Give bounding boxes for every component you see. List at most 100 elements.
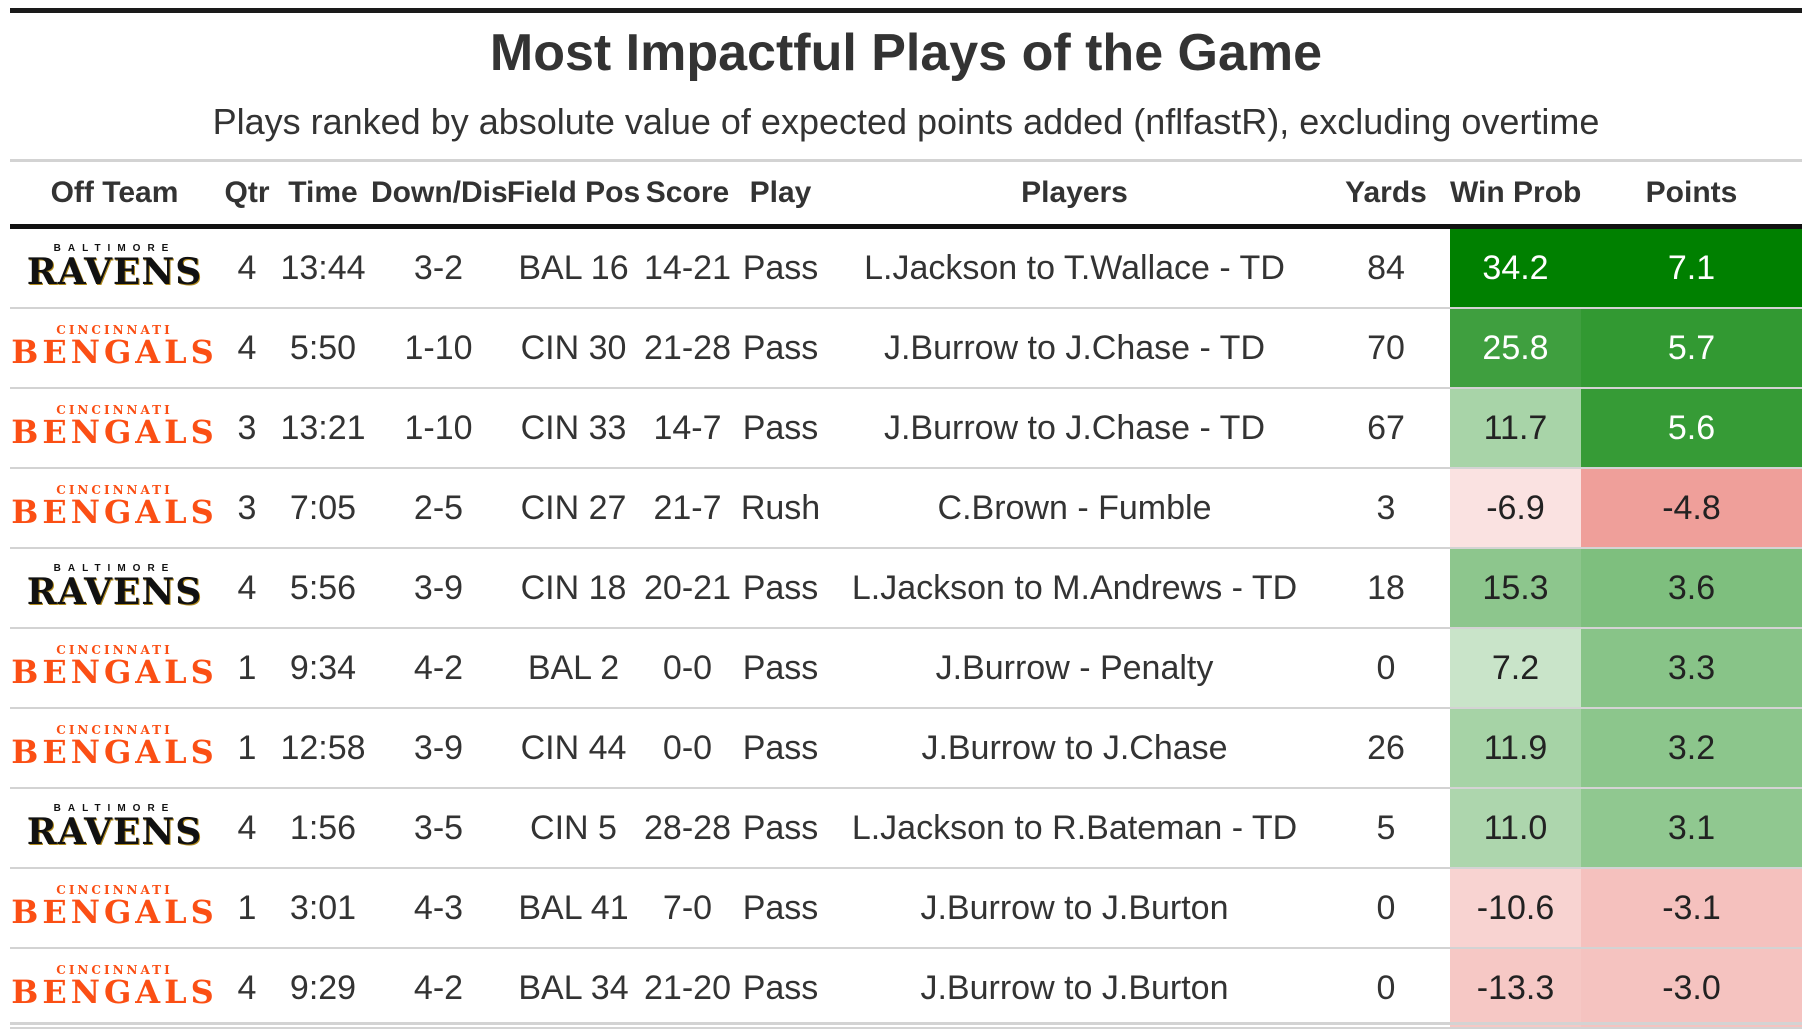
yards-cell: 0 bbox=[1322, 628, 1450, 709]
team-logo-cell: BALTIMORE RAVENS bbox=[10, 548, 219, 629]
down-dis-cell: 4-2 bbox=[371, 628, 506, 709]
bengals-logo: CINCINNATI BENGALS bbox=[11, 324, 217, 368]
players-cell: J.Burrow to J.Chase - TD bbox=[827, 388, 1322, 469]
table-row: BALTIMORE RAVENS 4 1:56 3-5 CIN 5 28-28 Pass L.J… bbox=[10, 788, 1802, 869]
play-type-cell: Pass bbox=[734, 948, 827, 1029]
yards-cell: 67 bbox=[1322, 388, 1450, 469]
play-type-cell: Rush bbox=[734, 468, 827, 549]
win-prob-cell: -13.3 bbox=[1450, 948, 1581, 1029]
team-logo-name: RAVENS bbox=[26, 250, 203, 293]
time-cell: 13:21 bbox=[275, 388, 371, 469]
col-header-field-pos: Field Pos bbox=[506, 162, 641, 229]
down-dis-cell: 3-5 bbox=[371, 788, 506, 869]
qtr-cell: 4 bbox=[219, 788, 275, 869]
score-cell: 14-21 bbox=[641, 226, 734, 309]
team-logo-cell: CINCINNATI BENGALS bbox=[10, 948, 219, 1029]
field-pos-cell: BAL 2 bbox=[506, 628, 641, 709]
play-type-cell: Pass bbox=[734, 548, 827, 629]
team-logo-cell: CINCINNATI BENGALS bbox=[10, 708, 219, 789]
chart-subtitle: Plays ranked by absolute value of expect… bbox=[212, 101, 1600, 142]
table-row: CINCINNATI BENGALS 3 7:05 2-5 CIN 27 21-7 Rush C… bbox=[10, 468, 1802, 549]
down-dis-cell: 3-2 bbox=[371, 226, 506, 309]
play-type-cell: Pass bbox=[734, 868, 827, 949]
team-logo-city: CINCINNATI bbox=[56, 643, 173, 657]
col-header-time: Time bbox=[275, 162, 371, 229]
table-row: CINCINNATI BENGALS 4 5:50 1-10 CIN 30 21-28 Pas… bbox=[10, 308, 1802, 389]
qtr-cell: 1 bbox=[219, 628, 275, 709]
score-cell: 21-28 bbox=[641, 308, 734, 389]
ravens-logo: BALTIMORE RAVENS bbox=[27, 802, 203, 850]
field-pos-cell: CIN 33 bbox=[506, 388, 641, 469]
yards-cell: 84 bbox=[1322, 226, 1450, 309]
score-cell: 7-0 bbox=[641, 868, 734, 949]
points-cell: 3.6 bbox=[1581, 548, 1802, 629]
down-dis-cell: 4-2 bbox=[371, 948, 506, 1029]
team-logo-name: BENGALS bbox=[11, 413, 218, 451]
time-cell: 1:56 bbox=[275, 788, 371, 869]
time-cell: 9:34 bbox=[275, 628, 371, 709]
team-logo-city: CINCINNATI bbox=[56, 963, 173, 977]
players-cell: L.Jackson to T.Wallace - TD bbox=[827, 226, 1322, 309]
field-pos-cell: CIN 27 bbox=[506, 468, 641, 549]
field-pos-cell: CIN 30 bbox=[506, 308, 641, 389]
win-prob-cell: 34.2 bbox=[1450, 226, 1581, 309]
table-figure: Most Impactful Plays of the Game Plays r… bbox=[10, 0, 1802, 1029]
points-cell: 5.7 bbox=[1581, 308, 1802, 389]
yards-cell: 0 bbox=[1322, 948, 1450, 1029]
team-logo-city: CINCINNATI bbox=[56, 723, 173, 737]
players-cell: L.Jackson to R.Bateman - TD bbox=[827, 788, 1322, 869]
points-cell: 3.1 bbox=[1581, 788, 1802, 869]
time-cell: 5:50 bbox=[275, 308, 371, 389]
team-logo-name: BENGALS bbox=[11, 333, 218, 371]
table-row: BALTIMORE RAVENS 4 5:56 3-9 CIN 18 20-21 Pass L.… bbox=[10, 548, 1802, 629]
team-logo-cell: CINCINNATI BENGALS bbox=[10, 868, 219, 949]
team-logo-name: RAVENS bbox=[26, 570, 203, 613]
top-rule bbox=[10, 8, 1802, 13]
yards-cell: 0 bbox=[1322, 868, 1450, 949]
field-pos-cell: CIN 5 bbox=[506, 788, 641, 869]
points-cell: 3.3 bbox=[1581, 628, 1802, 709]
col-header-play: Play bbox=[734, 162, 827, 229]
team-logo-name: BENGALS bbox=[11, 733, 218, 771]
score-cell: 21-7 bbox=[641, 468, 734, 549]
time-cell: 5:56 bbox=[275, 548, 371, 629]
players-cell: L.Jackson to M.Andrews - TD bbox=[827, 548, 1322, 629]
time-cell: 3:01 bbox=[275, 868, 371, 949]
chart-title: Most Impactful Plays of the Game bbox=[489, 24, 1323, 82]
players-cell: J.Burrow to J.Chase bbox=[827, 708, 1322, 789]
time-cell: 7:05 bbox=[275, 468, 371, 549]
table-body: BALTIMORE RAVENS 4 13:44 3-2 BAL 16 14-21 Pass L… bbox=[10, 226, 1802, 1029]
win-prob-cell: 7.2 bbox=[1450, 628, 1581, 709]
players-cell: J.Burrow to J.Burton bbox=[827, 948, 1322, 1029]
play-type-cell: Pass bbox=[734, 628, 827, 709]
table-row: CINCINNATI BENGALS 1 9:34 4-2 BAL 2 0-0 Pass J.B… bbox=[10, 628, 1802, 709]
team-logo-city: BALTIMORE bbox=[53, 802, 176, 814]
table-row: CINCINNATI BENGALS 3 13:21 1-10 CIN 33 14-7 Pas… bbox=[10, 388, 1802, 469]
table-row: CINCINNATI BENGALS 1 3:01 4-3 BAL 41 7-0 Pass J.… bbox=[10, 868, 1802, 949]
yards-cell: 26 bbox=[1322, 708, 1450, 789]
ravens-logo: BALTIMORE RAVENS bbox=[26, 563, 203, 613]
points-cell: -3.1 bbox=[1581, 868, 1802, 949]
team-logo-name: BENGALS bbox=[11, 893, 218, 931]
score-cell: 20-21 bbox=[641, 548, 734, 629]
team-logo-cell: BALTIMORE RAVENS bbox=[10, 788, 219, 869]
score-cell: 21-20 bbox=[641, 948, 734, 1029]
bengals-logo: CINCINNATI BENGALS bbox=[11, 964, 217, 1008]
time-cell: 13:44 bbox=[275, 226, 371, 309]
team-logo-cell: BALTIMORE RAVENS bbox=[10, 226, 219, 309]
table-row: BALTIMORE RAVENS 4 13:44 3-2 BAL 16 14-21 Pass L… bbox=[10, 226, 1802, 309]
qtr-cell: 1 bbox=[219, 708, 275, 789]
players-cell: C.Brown - Fumble bbox=[827, 468, 1322, 549]
down-dis-cell: 3-9 bbox=[371, 708, 506, 789]
header-rule bbox=[10, 159, 1802, 162]
score-cell: 28-28 bbox=[641, 788, 734, 869]
points-cell: 3.2 bbox=[1581, 708, 1802, 789]
players-cell: J.Burrow - Penalty bbox=[827, 628, 1322, 709]
play-type-cell: Pass bbox=[734, 788, 827, 869]
team-logo-city: CINCINNATI bbox=[56, 323, 173, 337]
col-header-players: Players bbox=[827, 162, 1322, 229]
time-cell: 12:58 bbox=[275, 708, 371, 789]
bengals-logo: CINCINNATI BENGALS bbox=[11, 724, 217, 768]
team-logo-city: CINCINNATI bbox=[56, 403, 173, 417]
win-prob-cell: 11.7 bbox=[1450, 388, 1581, 469]
